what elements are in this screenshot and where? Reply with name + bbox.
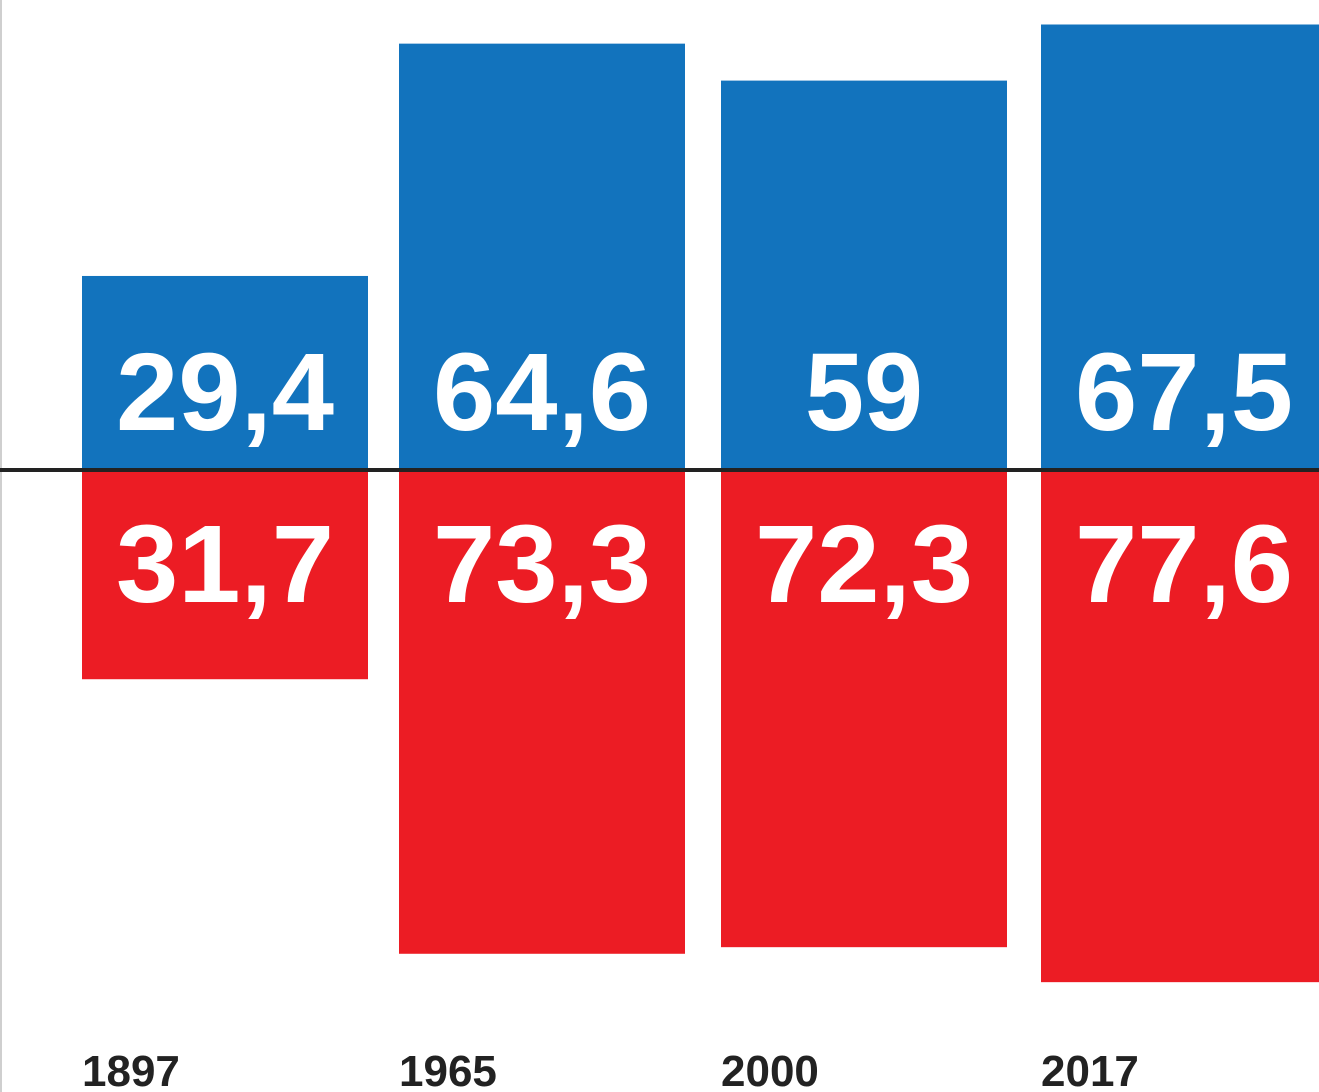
year-label-2017: 2017 <box>1041 1047 1139 1092</box>
red-value-label-2000: 72,3 <box>755 503 973 626</box>
red-bar-2017 <box>1041 470 1319 983</box>
blue-value-label-1965: 64,6 <box>433 331 651 454</box>
red-bar-2000 <box>721 470 1007 948</box>
year-label-1965: 1965 <box>399 1047 497 1092</box>
bars-group <box>82 24 1319 983</box>
red-value-label-1965: 73,3 <box>433 503 651 626</box>
blue-bar-2017 <box>1041 24 1319 470</box>
blue-value-label-1897: 29,4 <box>116 331 334 454</box>
blue-bar-1897 <box>82 275 368 470</box>
blue-bar-2000 <box>721 80 1007 470</box>
year-labels-group: 1897 1965 2000 2017 <box>82 1047 1139 1092</box>
red-value-label-2017: 77,6 <box>1075 503 1293 626</box>
blue-value-label-2000: 59 <box>805 331 923 454</box>
year-label-2000: 2000 <box>721 1047 819 1092</box>
year-label-1897: 1897 <box>82 1047 180 1092</box>
red-bar-1897 <box>82 470 368 680</box>
value-labels-group: 29,4 64,6 59 67,5 31,7 73,3 72,3 77,6 <box>116 331 1293 626</box>
red-bar-1965 <box>399 470 685 954</box>
blue-bar-1965 <box>399 43 685 470</box>
blue-value-label-2017: 67,5 <box>1075 331 1293 454</box>
red-value-label-1897: 31,7 <box>116 503 334 626</box>
